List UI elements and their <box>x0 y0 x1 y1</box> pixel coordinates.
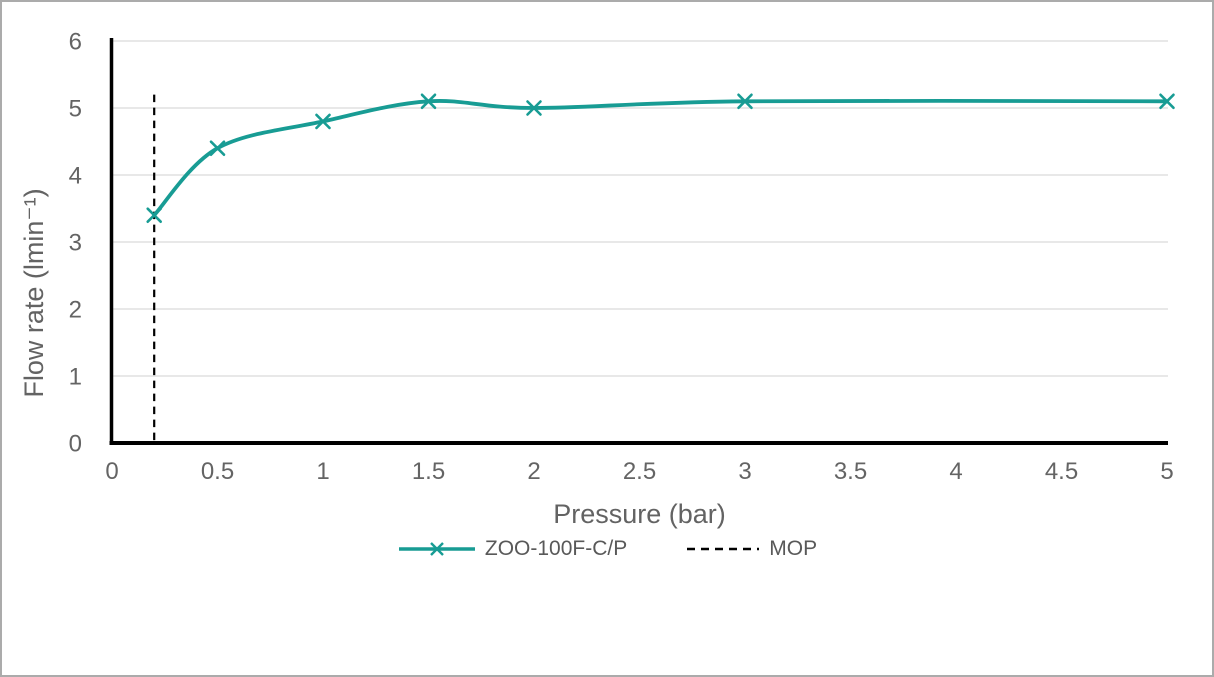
svg-text:6: 6 <box>69 29 82 56</box>
svg-text:3: 3 <box>738 458 751 485</box>
svg-text:2: 2 <box>69 297 82 324</box>
svg-text:1: 1 <box>69 364 82 391</box>
dashed-line-icon <box>687 547 760 551</box>
svg-text:1: 1 <box>316 458 329 485</box>
legend-item-series: ZOO-100F-C/P <box>397 537 627 561</box>
y-axis-title: Flow rate (lmin⁻¹) <box>19 188 49 398</box>
svg-text:0: 0 <box>69 431 82 458</box>
chart-legend: ZOO-100F-C/P MOP <box>2 537 1212 561</box>
svg-text:4: 4 <box>949 458 962 485</box>
svg-text:4: 4 <box>69 163 82 190</box>
svg-text:5: 5 <box>1160 458 1173 485</box>
svg-text:3.5: 3.5 <box>834 458 867 485</box>
x-axis-title: Pressure (bar) <box>553 499 726 529</box>
svg-text:5: 5 <box>69 96 82 123</box>
svg-text:0: 0 <box>105 458 118 485</box>
legend-item-mop: MOP <box>685 537 817 561</box>
svg-text:4.5: 4.5 <box>1045 458 1078 485</box>
svg-text:1.5: 1.5 <box>412 458 445 485</box>
legend-label-series: ZOO-100F-C/P <box>484 537 628 560</box>
svg-text:2.5: 2.5 <box>623 458 656 485</box>
svg-text:3: 3 <box>69 230 82 257</box>
svg-text:2: 2 <box>527 458 540 485</box>
svg-text:0.5: 0.5 <box>201 458 234 485</box>
series-line-x-marker-icon <box>398 542 475 556</box>
legend-label-mop: MOP <box>769 537 818 560</box>
